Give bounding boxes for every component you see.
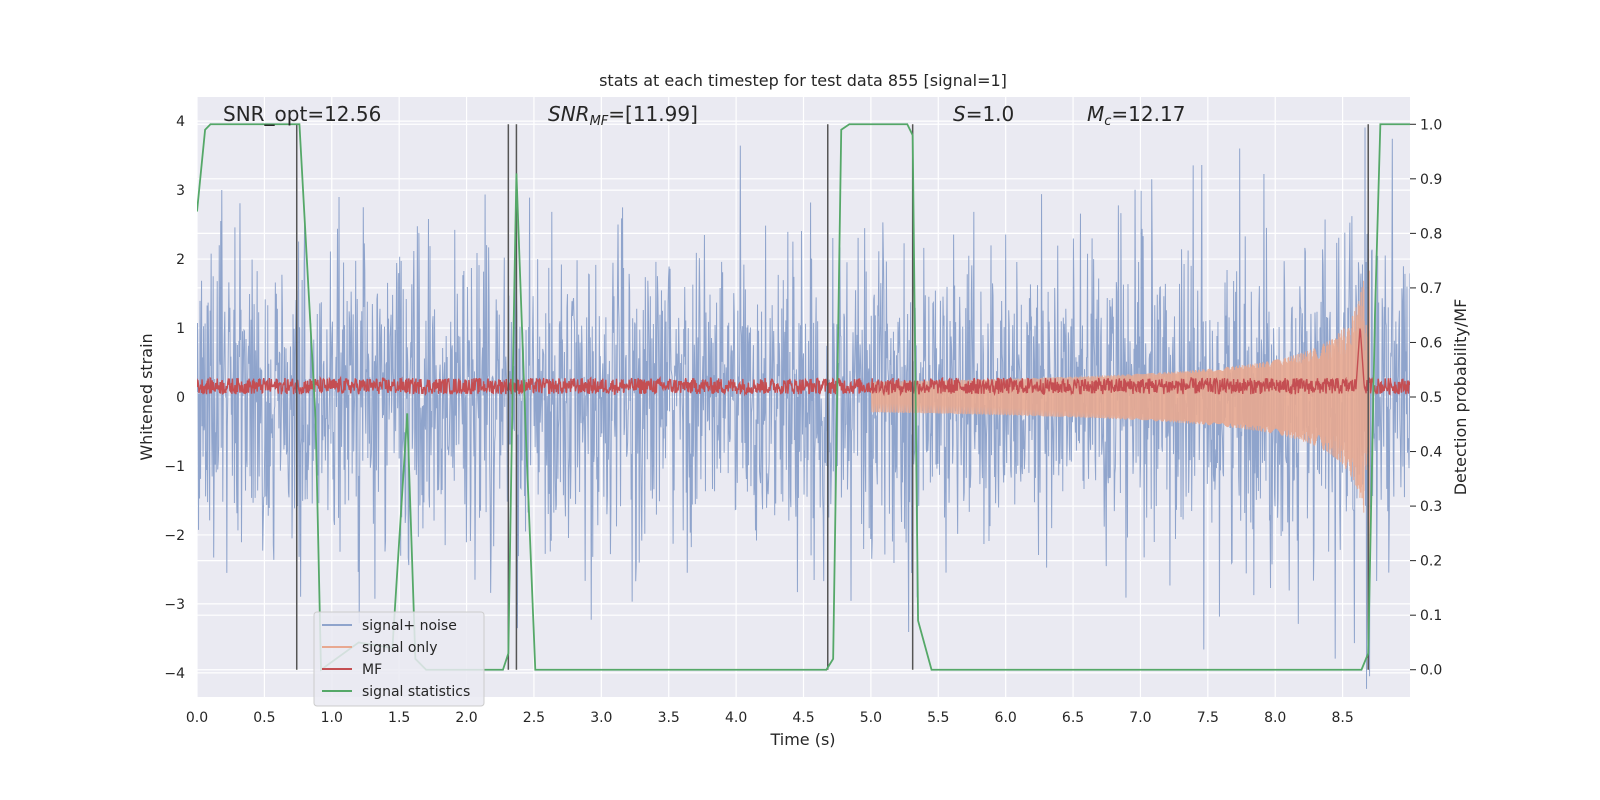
y2-tick-label: 0.3 bbox=[1420, 499, 1442, 515]
x-tick-label: 6.0 bbox=[995, 710, 1017, 726]
annotation-mc: Mc=12.17 bbox=[1087, 102, 1185, 129]
x-tick-label: 5.5 bbox=[927, 710, 949, 726]
annotations: SNR_opt=12.56 SNRMF=[11.99] S=1.0 Mc=12.… bbox=[223, 102, 1185, 129]
x-tick-label: 1.5 bbox=[388, 710, 410, 726]
x-tick-label: 5.0 bbox=[860, 710, 882, 726]
x-tick-label: 6.5 bbox=[1062, 710, 1084, 726]
annotation-snr-opt: SNR_opt=12.56 bbox=[223, 102, 381, 126]
chart-title: stats at each timestep for test data 855… bbox=[599, 71, 1007, 90]
legend-label-mf: MF bbox=[362, 662, 382, 678]
y-tick-label: −1 bbox=[164, 459, 185, 475]
x-tick-label: 7.5 bbox=[1197, 710, 1219, 726]
y-axis-ticks: 4 3 2 1 0 −1 −2 −3 −4 bbox=[164, 114, 185, 682]
y2-tick-label: 0.5 bbox=[1420, 390, 1442, 406]
x-tick-label: 8.0 bbox=[1264, 710, 1286, 726]
y-tick-label: 3 bbox=[176, 183, 185, 199]
line-signal-statistics bbox=[197, 123, 1410, 672]
vertical-markers bbox=[295, 124, 1369, 670]
y2-tick-label: 0.7 bbox=[1420, 281, 1442, 297]
legend-label-signal-plus-noise: signal+ noise bbox=[362, 618, 457, 634]
y2-tick-label: 1.0 bbox=[1420, 117, 1442, 133]
series-signal-statistics bbox=[197, 123, 1410, 672]
legend-label-signal-only: signal only bbox=[362, 640, 437, 656]
y2-tick-label: 0.4 bbox=[1420, 445, 1442, 461]
line-mf bbox=[197, 328, 1410, 397]
x-tick-label: 2.0 bbox=[455, 710, 477, 726]
y-tick-label: 4 bbox=[176, 114, 185, 130]
y-tick-label: 2 bbox=[176, 252, 185, 268]
x-tick-label: 8.5 bbox=[1331, 710, 1353, 726]
y2-tick-label: 0.2 bbox=[1420, 554, 1442, 570]
legend: signal+ noise signal only MF signal stat… bbox=[313, 611, 485, 707]
x-tick-label: 4.5 bbox=[792, 710, 814, 726]
x-tick-label: 7.0 bbox=[1129, 710, 1151, 726]
y-tick-label: −3 bbox=[164, 597, 185, 613]
x-axis-ticks: 0.0 0.5 1.0 1.5 2.0 2.5 3.0 3.5 4.0 4.5 5.0 5.5 6.0 6… bbox=[186, 710, 1354, 726]
x-tick-label: 3.5 bbox=[658, 710, 680, 726]
legend-label-signal-statistics: signal statistics bbox=[362, 684, 470, 700]
annotation-s: S=1.0 bbox=[953, 102, 1014, 126]
y-axis-label: Whitened strain bbox=[137, 333, 156, 460]
y-tick-label: 0 bbox=[176, 390, 185, 406]
annotation-snr-mf: SNRMF=[11.99] bbox=[548, 102, 698, 129]
x-tick-label: 3.0 bbox=[590, 710, 612, 726]
x-tick-label: 1.0 bbox=[321, 710, 343, 726]
y2-axis-ticks: 1.0 0.9 0.8 0.7 0.6 0.5 0.4 0.3 0.2 0.1 0.0 bbox=[1410, 117, 1442, 679]
y-tick-label: 1 bbox=[176, 321, 185, 337]
x-tick-label: 0.0 bbox=[186, 710, 208, 726]
x-tick-label: 2.5 bbox=[523, 710, 545, 726]
y-tick-label: −2 bbox=[164, 528, 185, 544]
y2-tick-label: 0.0 bbox=[1420, 663, 1442, 679]
y-tick-label: −4 bbox=[164, 666, 185, 682]
y2-axis-label: Detection probability/MF bbox=[1451, 299, 1470, 496]
legend-box bbox=[313, 611, 485, 707]
x-tick-label: 0.5 bbox=[253, 710, 275, 726]
y2-tick-label: 0.8 bbox=[1420, 226, 1442, 242]
x-axis-label: Time (s) bbox=[769, 730, 835, 749]
x-tick-label: 4.0 bbox=[725, 710, 747, 726]
y2-tick-label: 0.1 bbox=[1420, 608, 1442, 624]
series-mf bbox=[197, 328, 1410, 397]
y2-tick-label: 0.6 bbox=[1420, 335, 1442, 351]
y2-tick-label: 0.9 bbox=[1420, 172, 1442, 188]
